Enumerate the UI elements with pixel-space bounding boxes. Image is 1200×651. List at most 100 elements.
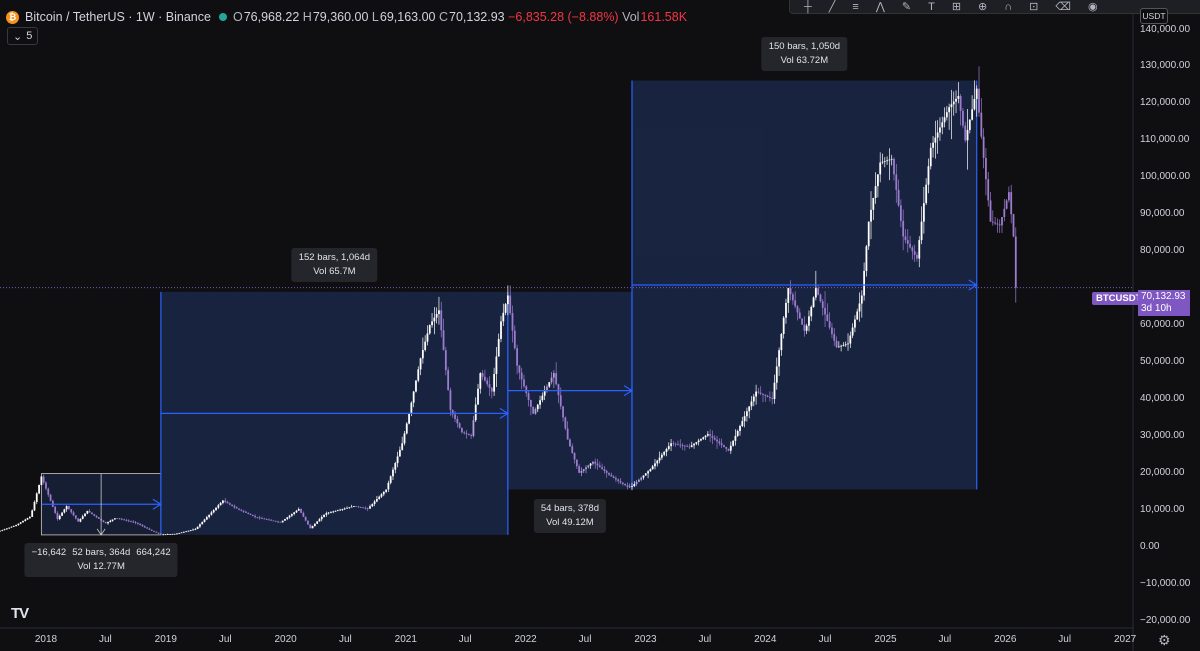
candle-body xyxy=(897,189,900,206)
candle-body xyxy=(15,525,17,526)
candle-body xyxy=(143,526,146,528)
candle-body xyxy=(732,440,735,446)
candle-body xyxy=(920,221,923,241)
candle-body xyxy=(463,432,466,434)
candle-body xyxy=(203,519,206,522)
measurement-arrows xyxy=(41,279,978,536)
tradingview-logo[interactable]: TV xyxy=(11,605,29,622)
candle-body xyxy=(178,532,181,534)
candle-body xyxy=(511,313,514,331)
gear-icon[interactable]: ⚙ xyxy=(1158,632,1171,648)
candle-body xyxy=(86,510,89,514)
candle-body xyxy=(157,532,160,534)
price-tick-label: 110,000.00 xyxy=(1140,134,1190,146)
lock-icon[interactable]: ⊡ xyxy=(1029,1,1039,13)
candle-body xyxy=(821,301,824,308)
candle-body xyxy=(757,391,760,393)
open-value: 76,968.22 xyxy=(243,10,300,24)
pattern-icon[interactable]: ⋀ xyxy=(875,1,885,13)
candle-body xyxy=(626,485,629,487)
candle-body xyxy=(488,384,491,388)
candle-body xyxy=(65,506,68,510)
candle-body xyxy=(718,441,721,444)
candle-body xyxy=(194,528,197,530)
candle-body xyxy=(633,484,636,487)
magnet-icon[interactable]: ∩ xyxy=(1004,0,1013,13)
time-tick-label: 2019 xyxy=(154,634,177,645)
candle-body xyxy=(150,529,153,531)
candle-body xyxy=(624,483,627,486)
candle-body xyxy=(1012,214,1015,237)
candle-body xyxy=(950,104,953,108)
candle-body xyxy=(895,174,898,190)
candle-body xyxy=(945,112,948,118)
candle-body xyxy=(293,512,296,515)
zoom-icon[interactable]: ⊕ xyxy=(978,1,988,13)
candle-body xyxy=(467,434,470,435)
time-tick-label: Jul xyxy=(1058,634,1072,645)
candle-body xyxy=(566,428,569,440)
candle-body xyxy=(47,488,50,495)
candle-body xyxy=(215,507,217,511)
crosshair-icon[interactable]: ┼ xyxy=(804,0,812,13)
candle-body xyxy=(392,469,394,477)
fib-icon[interactable]: ≡ xyxy=(852,0,859,13)
candle-body xyxy=(104,522,107,524)
candle-body xyxy=(768,396,771,398)
brush-icon[interactable]: ✎ xyxy=(901,1,912,13)
candle-body xyxy=(557,384,560,396)
candle-body xyxy=(382,491,385,495)
trash-icon[interactable]: ⌫ xyxy=(1055,1,1071,13)
candle-body xyxy=(856,311,859,320)
candle-body xyxy=(863,270,866,296)
candle-body xyxy=(817,288,820,295)
candle-body xyxy=(941,122,944,128)
candle-body xyxy=(438,310,440,314)
price-tick-label: 130,000.00 xyxy=(1140,60,1191,72)
candle-body xyxy=(688,446,691,448)
candle-body xyxy=(998,224,1001,226)
candle-body xyxy=(541,395,544,401)
time-tick-label: Jul xyxy=(338,634,352,645)
candle-body xyxy=(842,345,845,346)
trend-line-icon[interactable]: ╱ xyxy=(828,1,836,13)
candle-body xyxy=(782,317,785,334)
candle-body xyxy=(665,449,668,452)
candle-body xyxy=(695,442,698,444)
candle-body xyxy=(610,474,613,477)
candle-body xyxy=(608,472,610,475)
candle-body xyxy=(982,136,985,158)
candle-body xyxy=(162,534,165,536)
indicators-toggle[interactable]: ⌄ 5 xyxy=(7,27,39,45)
candle-body xyxy=(828,320,831,328)
candle-body xyxy=(594,461,597,464)
candle-body xyxy=(734,435,737,441)
candle-body xyxy=(159,533,162,535)
eye-icon[interactable]: ◉ xyxy=(1087,1,1098,13)
time-tick-label: 2024 xyxy=(754,634,777,645)
candle-body xyxy=(690,445,693,447)
candle-body xyxy=(398,449,401,457)
candle-body xyxy=(814,288,817,298)
measurement-bars: 152 bars, 1,064d xyxy=(298,251,371,263)
candle-body xyxy=(481,373,484,377)
candle-body xyxy=(580,471,583,473)
candle-body xyxy=(569,439,571,447)
text-icon[interactable]: T xyxy=(928,0,935,13)
time-tick-label: Jul xyxy=(98,634,112,645)
candle-body xyxy=(28,516,31,519)
candle-body xyxy=(571,446,574,453)
measure-icon[interactable]: ⊞ xyxy=(951,1,962,13)
candle-body xyxy=(484,376,486,381)
currency-selector[interactable]: USDT xyxy=(1140,8,1168,24)
candle-body xyxy=(640,477,643,480)
symbol-title[interactable]: Bitcoin / TetherUS · 1W · Binance xyxy=(25,10,211,24)
candle-body xyxy=(810,306,813,317)
candle-body xyxy=(819,294,822,302)
candle-body xyxy=(385,489,387,492)
candle-body xyxy=(235,507,238,509)
candle-body xyxy=(320,517,323,520)
candle-body xyxy=(826,314,829,321)
measure-arrow-head xyxy=(499,407,510,419)
